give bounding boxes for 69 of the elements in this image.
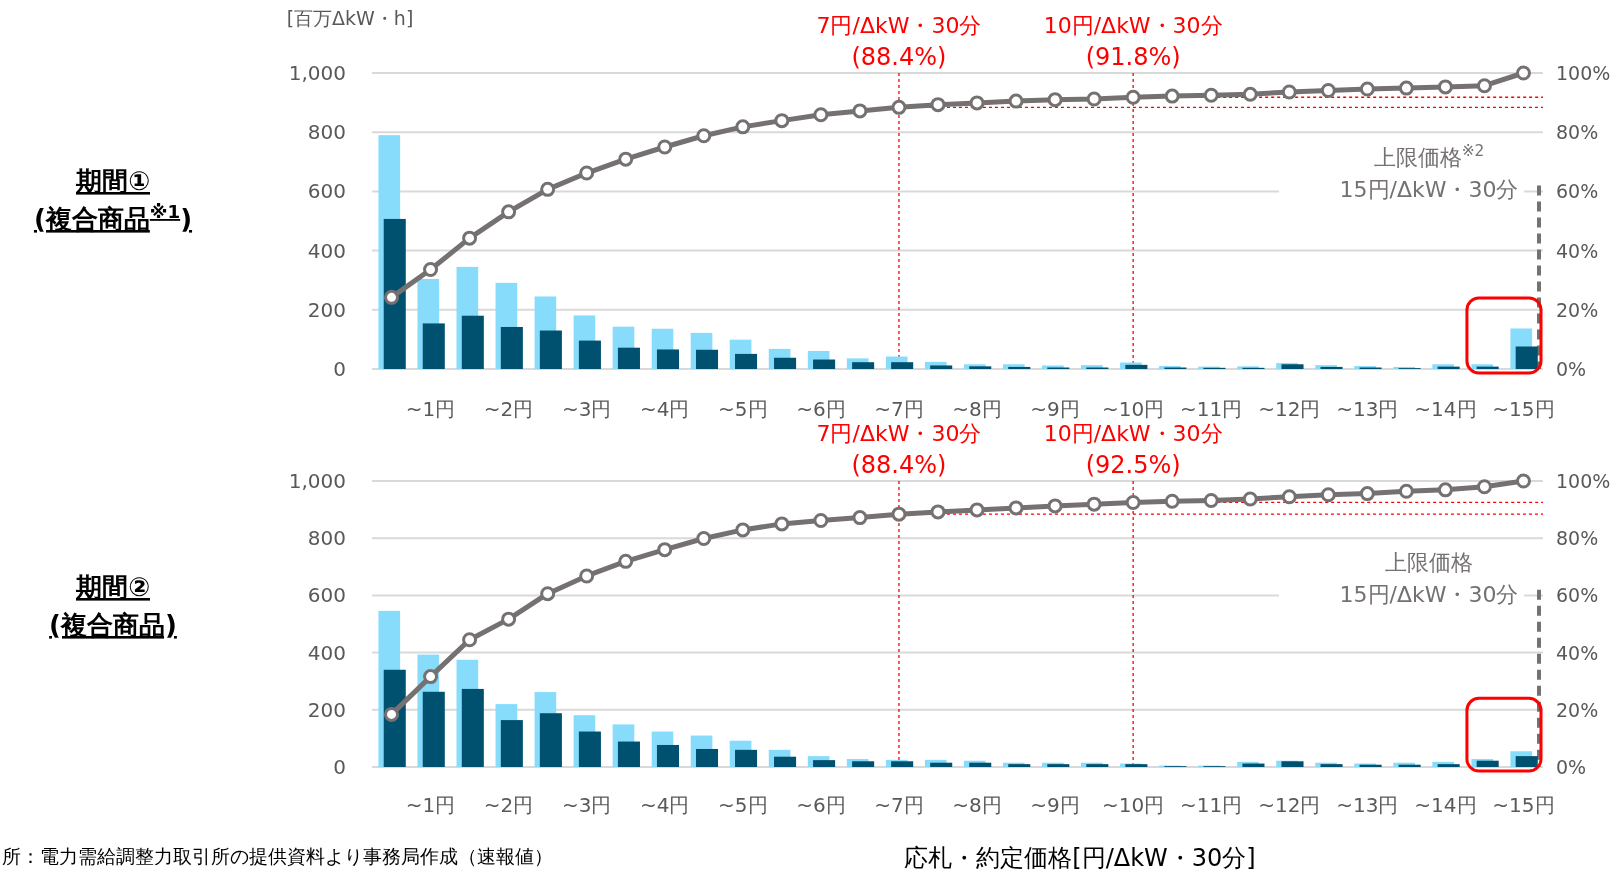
y2-tick-label: 80% bbox=[1556, 527, 1599, 550]
x-tick-label: ~14円 bbox=[1414, 397, 1477, 421]
x-tick-label: ~15円 bbox=[1492, 397, 1555, 421]
x-tick-label: ~1円 bbox=[405, 397, 456, 421]
y-tick-label: 400 bbox=[307, 640, 346, 665]
y2-tick-label: 40% bbox=[1556, 239, 1599, 262]
y-tick-label: 200 bbox=[307, 297, 346, 322]
ref-line-label: (88.4%) bbox=[851, 43, 947, 71]
ref-line-label: 10円/ΔkW・30分 bbox=[1043, 13, 1223, 38]
x-tick-label: ~7円 bbox=[874, 397, 924, 421]
x-tick-label: ~8円 bbox=[952, 793, 1002, 817]
x-tick-label: ~4円 bbox=[640, 397, 690, 421]
y-tick-label: 200 bbox=[307, 697, 346, 722]
y2-tick-label: 60% bbox=[1556, 180, 1599, 203]
ref-line-label: 上限価格 15円/ΔkW・30分 bbox=[1339, 549, 1519, 607]
x-tick-label: ~9円 bbox=[1030, 397, 1080, 421]
x-tick-label: ~5円 bbox=[718, 793, 768, 817]
x-axis-title: 応札・約定価格[円/ΔkW・30分] bbox=[904, 844, 1256, 872]
x-tick-label: ~6円 bbox=[796, 397, 846, 421]
ref-line-label: (88.4%) bbox=[851, 451, 947, 479]
y2-tick-label: 60% bbox=[1556, 584, 1599, 607]
x-tick-label: ~2円 bbox=[483, 793, 534, 817]
y-tick-label: 800 bbox=[307, 526, 346, 551]
x-tick-label: ~3円 bbox=[561, 397, 612, 421]
text: 所：電力需給調整力取引所の提供資料より事務局作成（速報値） bbox=[2, 845, 553, 867]
x-tick-label: ~13円 bbox=[1336, 793, 1399, 817]
x-tick-label: ~5円 bbox=[718, 397, 768, 421]
x-tick-label: ~13円 bbox=[1336, 397, 1399, 421]
x-tick-label: ~12円 bbox=[1258, 397, 1321, 421]
y2-tick-label: 80% bbox=[1556, 121, 1599, 144]
ref-line-label: 7円/ΔkW・30分 bbox=[816, 421, 982, 446]
y2-tick-label: 20% bbox=[1556, 698, 1599, 721]
y-tick-label: 1,000 bbox=[288, 469, 346, 493]
text: 期間② (複合商品) bbox=[49, 572, 177, 640]
y-tick-label: 400 bbox=[307, 238, 346, 263]
y-axis-title: [百万ΔkW・h] bbox=[286, 7, 414, 29]
y2-tick-label: 0% bbox=[1556, 756, 1587, 778]
x-tick-label: ~8円 bbox=[952, 397, 1002, 421]
x-tick-label: ~9円 bbox=[1030, 793, 1080, 817]
x-tick-label: ~6円 bbox=[796, 793, 846, 817]
y2-tick-label: 20% bbox=[1556, 298, 1599, 321]
y-tick-label: 0 bbox=[333, 755, 346, 779]
y2-tick-label: 40% bbox=[1556, 641, 1599, 664]
x-tick-label: ~11円 bbox=[1180, 793, 1243, 817]
x-tick-label: ~15円 bbox=[1492, 793, 1555, 817]
ref-line-label: 7円/ΔkW・30分 bbox=[816, 13, 982, 38]
ref-line-label: 10円/ΔkW・30分 bbox=[1043, 421, 1223, 446]
y-tick-label: 600 bbox=[307, 583, 346, 608]
x-tick-label: ~2円 bbox=[483, 397, 534, 421]
ref-line-label: (91.8%) bbox=[1085, 43, 1181, 71]
x-tick-label: ~12円 bbox=[1258, 793, 1321, 817]
y-tick-label: 800 bbox=[307, 120, 346, 145]
ref-line-label: 上限価格$^{※2}$ 15円/ΔkW・30分 bbox=[1339, 142, 1519, 203]
x-tick-label: ~1円 bbox=[405, 793, 456, 817]
x-tick-label: ~7円 bbox=[874, 793, 924, 817]
y-tick-label: 0 bbox=[333, 357, 346, 381]
ref-line-label: (92.5%) bbox=[1085, 451, 1181, 479]
x-tick-label: ~10円 bbox=[1102, 397, 1165, 421]
y2-tick-label: 100% bbox=[1556, 470, 1611, 492]
y2-tick-label: 0% bbox=[1556, 358, 1587, 380]
x-tick-label: ~10円 bbox=[1102, 793, 1165, 817]
x-tick-label: ~4円 bbox=[640, 793, 690, 817]
y2-tick-label: 100% bbox=[1556, 62, 1611, 84]
y-tick-label: 600 bbox=[307, 179, 346, 204]
x-tick-label: ~11円 bbox=[1180, 397, 1243, 421]
x-tick-label: ~14円 bbox=[1414, 793, 1477, 817]
x-tick-label: ~3円 bbox=[561, 793, 612, 817]
text: 期間① (複合商品$^{※1}$) bbox=[33, 166, 193, 234]
y-tick-label: 1,000 bbox=[288, 61, 346, 85]
